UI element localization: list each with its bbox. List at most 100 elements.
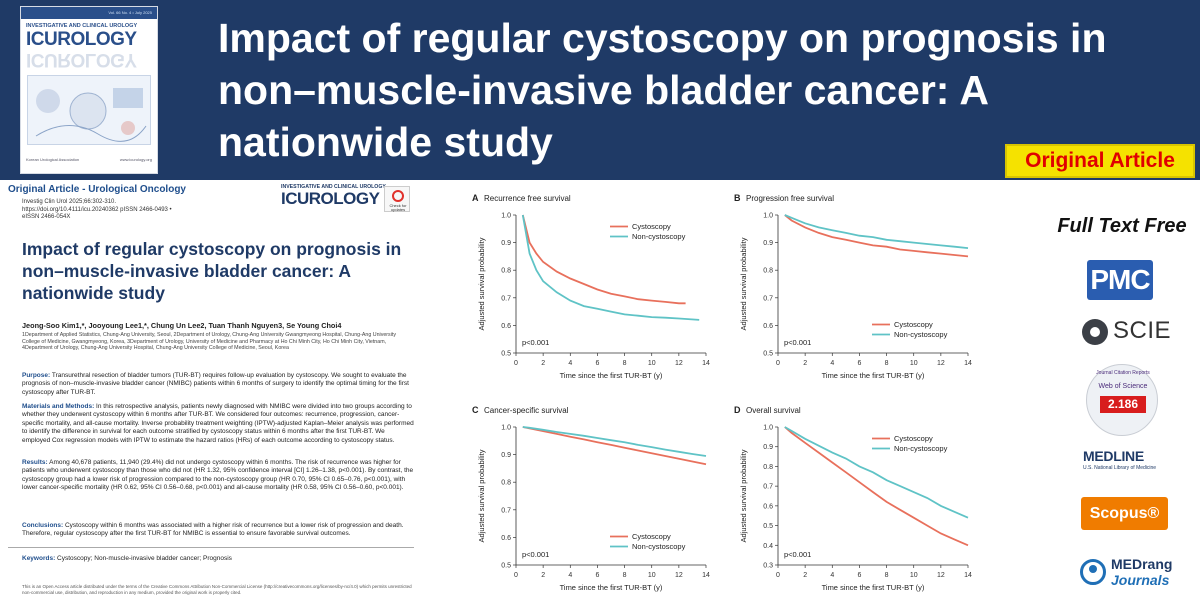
check-for-updates-badge[interactable]: Check for updates [384,186,410,212]
scie-logo[interactable]: SCIE [1082,317,1192,347]
panel-c-x-tick-label: 12 [675,572,683,579]
abstract-conclusions: Conclusions: Cystoscopy within 6 months … [22,522,414,539]
jcr-impact-badge[interactable]: Journal Citation Reports Web of Science … [1086,364,1158,436]
original-article-badge: Original Article [1005,144,1195,178]
panel-a-title: Recurrence free survival [484,194,571,203]
results-label: Results: [22,459,48,466]
panel-c-y-tick-label: 1.0 [501,425,511,432]
panel-d-x-label: Time since the first TUR-BT (y) [822,583,925,592]
panel-d-y-tick-label: 0.7 [763,484,773,491]
medrang-journals: Journals [1111,572,1170,588]
panel-c-x-tick-label: 0 [514,572,518,579]
medline-title: MEDLINE [1083,448,1144,464]
panel-a-x-tick-label: 4 [568,360,572,367]
article-section: Original Article - Urological Oncology [8,184,186,195]
methods-label: Materials and Methods: [22,403,95,410]
cover-illustration [27,75,151,145]
panel-d-y-tick-label: 0.5 [763,523,773,530]
medrang-icon [1080,559,1106,585]
survival-charts: A Recurrence free survival 0.5 0.6 0.7 0.8 0.9… [472,193,972,592]
cover-band: Vol. 66 No. 4 • July 2025 [21,7,157,19]
header-banner: Vol. 66 No. 4 • July 2025 INVESTIGATIVE … [0,0,1200,180]
cover-journal-name: INVESTIGATIVE AND CLINICAL UROLOGY [26,23,138,29]
survival-figure: A Recurrence free survival 0.5 0.6 0.7 0.8 0.9… [458,185,983,600]
scopus-logo[interactable]: Scopus® [1081,497,1168,530]
conclusions-label: Conclusions: [22,522,64,529]
panel-d-x-tick-label: 0 [776,572,780,579]
panel-c-p-value: p<0.001 [522,550,549,559]
panel-b-legend-label: Non-cystoscopy [894,330,948,339]
panel-b-y-tick-label: 0.9 [763,240,773,247]
panel-c-series-non-cystoscopy-line [522,426,707,457]
panel-a-letter: A [472,193,479,203]
methods-text: In this retrospective analysis, patients… [22,403,414,444]
panel-b-x-tick-label: 2 [803,360,807,367]
panel-a-series-non-cystoscopy-line [521,214,700,321]
panel-a-x-tick-label: 6 [595,360,599,367]
panel-b-x-tick-label: 6 [857,360,861,367]
panel-a-y-tick-label: 1.0 [501,213,511,220]
panel-b-y-tick-label: 0.8 [763,268,773,275]
article-journal-name: INVESTIGATIVE AND CLINICAL UROLOGY [281,184,386,190]
panel-c-x-tick-label: 2 [541,572,545,579]
panel-c-y-label: Adjusted survival probability [477,449,486,542]
panel-c-letter: C [472,405,479,415]
panel-d-x-tick-label: 4 [830,572,834,579]
article-journal-logo: ICUROLOGY [281,189,380,208]
panel-d-x-tick-label: 6 [857,572,861,579]
clarivate-icon [1082,319,1108,345]
journal-cover[interactable]: Vol. 66 No. 4 • July 2025 INVESTIGATIVE … [20,6,158,174]
panel-b-title: Progression free survival [746,194,834,203]
panel-b-x-label: Time since the first TUR-BT (y) [822,371,925,380]
panel-d-y-label: Adjusted survival probability [739,449,748,542]
article-title: Impact of regular cystoscopy on prognosi… [22,239,402,303]
panel-c-legend-label: Cystoscopy [632,532,671,541]
panel-b-letter: B [734,193,741,203]
cover-illustration-graphic [35,88,147,142]
abstract-purpose: Purpose: Transurethral resection of blad… [22,372,414,397]
panel-b-series-non-cystoscopy-line [784,214,969,249]
panel-d-y-tick-label: 0.9 [763,444,773,451]
panel-b-x-tick-label: 4 [830,360,834,367]
panel-d-y-tick-label: 0.8 [763,464,773,471]
panel-b-x-tick-label: 10 [910,360,918,367]
medline-subtitle: U.S. National Library of Medicine [1083,465,1157,471]
keywords-text: Cystoscopy; Non-muscle-invasive bladder … [57,555,232,562]
impact-factor-value: 2.186 [1100,396,1146,413]
panel-b-y-tick-label: 1.0 [763,213,773,220]
article-first-page: Original Article - Urological Oncology I… [0,180,422,600]
panel-b-y-tick-label: 0.7 [763,295,773,302]
purpose-label: Purpose: [22,372,51,379]
panel-a-x-tick-label: 8 [623,360,627,367]
full-text-free-label: Full Text Free [1057,215,1187,237]
panel-a-p-value: p<0.001 [522,338,549,347]
abstract-divider [8,547,414,548]
medrang-journals-logo[interactable]: MEDrang Journals [1080,556,1190,590]
panel-b-x-tick-label: 14 [964,360,972,367]
medline-logo[interactable]: MEDLINE U.S. National Library of Medicin… [1083,448,1195,471]
medrang-name: MEDrang [1111,556,1173,572]
panel-b-legend-label: Cystoscopy [894,320,933,329]
panel-d-series-non-cystoscopy-line [784,426,969,519]
purpose-text: Transurethral resection of bladder tumor… [22,372,409,396]
panel-d-legend-label: Non-cystoscopy [894,444,948,453]
cover-logo-reflection: ICUROLOGY [26,49,137,70]
panel-a-y-label: Adjusted survival probability [477,237,486,330]
panel-d-title: Overall survival [746,406,801,415]
panel-a-x-tick-label: 12 [675,360,683,367]
panel-c-x-tick-label: 8 [623,572,627,579]
jcr-ring-text: Journal Citation Reports [1096,370,1150,376]
panel-d-x-tick-label: 10 [910,572,918,579]
panel-d-y-tick-label: 0.4 [763,543,773,550]
panel-d-letter: D [734,405,741,415]
pmc-logo[interactable]: PMC [1087,260,1153,300]
abstract-results: Results: Among 40,678 patients, 11,940 (… [22,459,414,493]
panel-a-y-tick-label: 0.8 [501,268,511,275]
abstract-methods: Materials and Methods: In this retrospec… [22,403,414,445]
panel-a-y-tick-label: 0.5 [501,351,511,358]
article-citation: Investig Clin Urol 2025;66:302-310. http… [22,199,172,221]
article-keywords: Keywords: Cystoscopy; Non-muscle-invasiv… [22,555,232,562]
panel-b-series-cystoscopy-line [784,214,969,258]
panel-c-y-tick-label: 0.8 [501,480,511,487]
page-title: Impact of regular cystoscopy on prognosi… [218,15,1107,165]
